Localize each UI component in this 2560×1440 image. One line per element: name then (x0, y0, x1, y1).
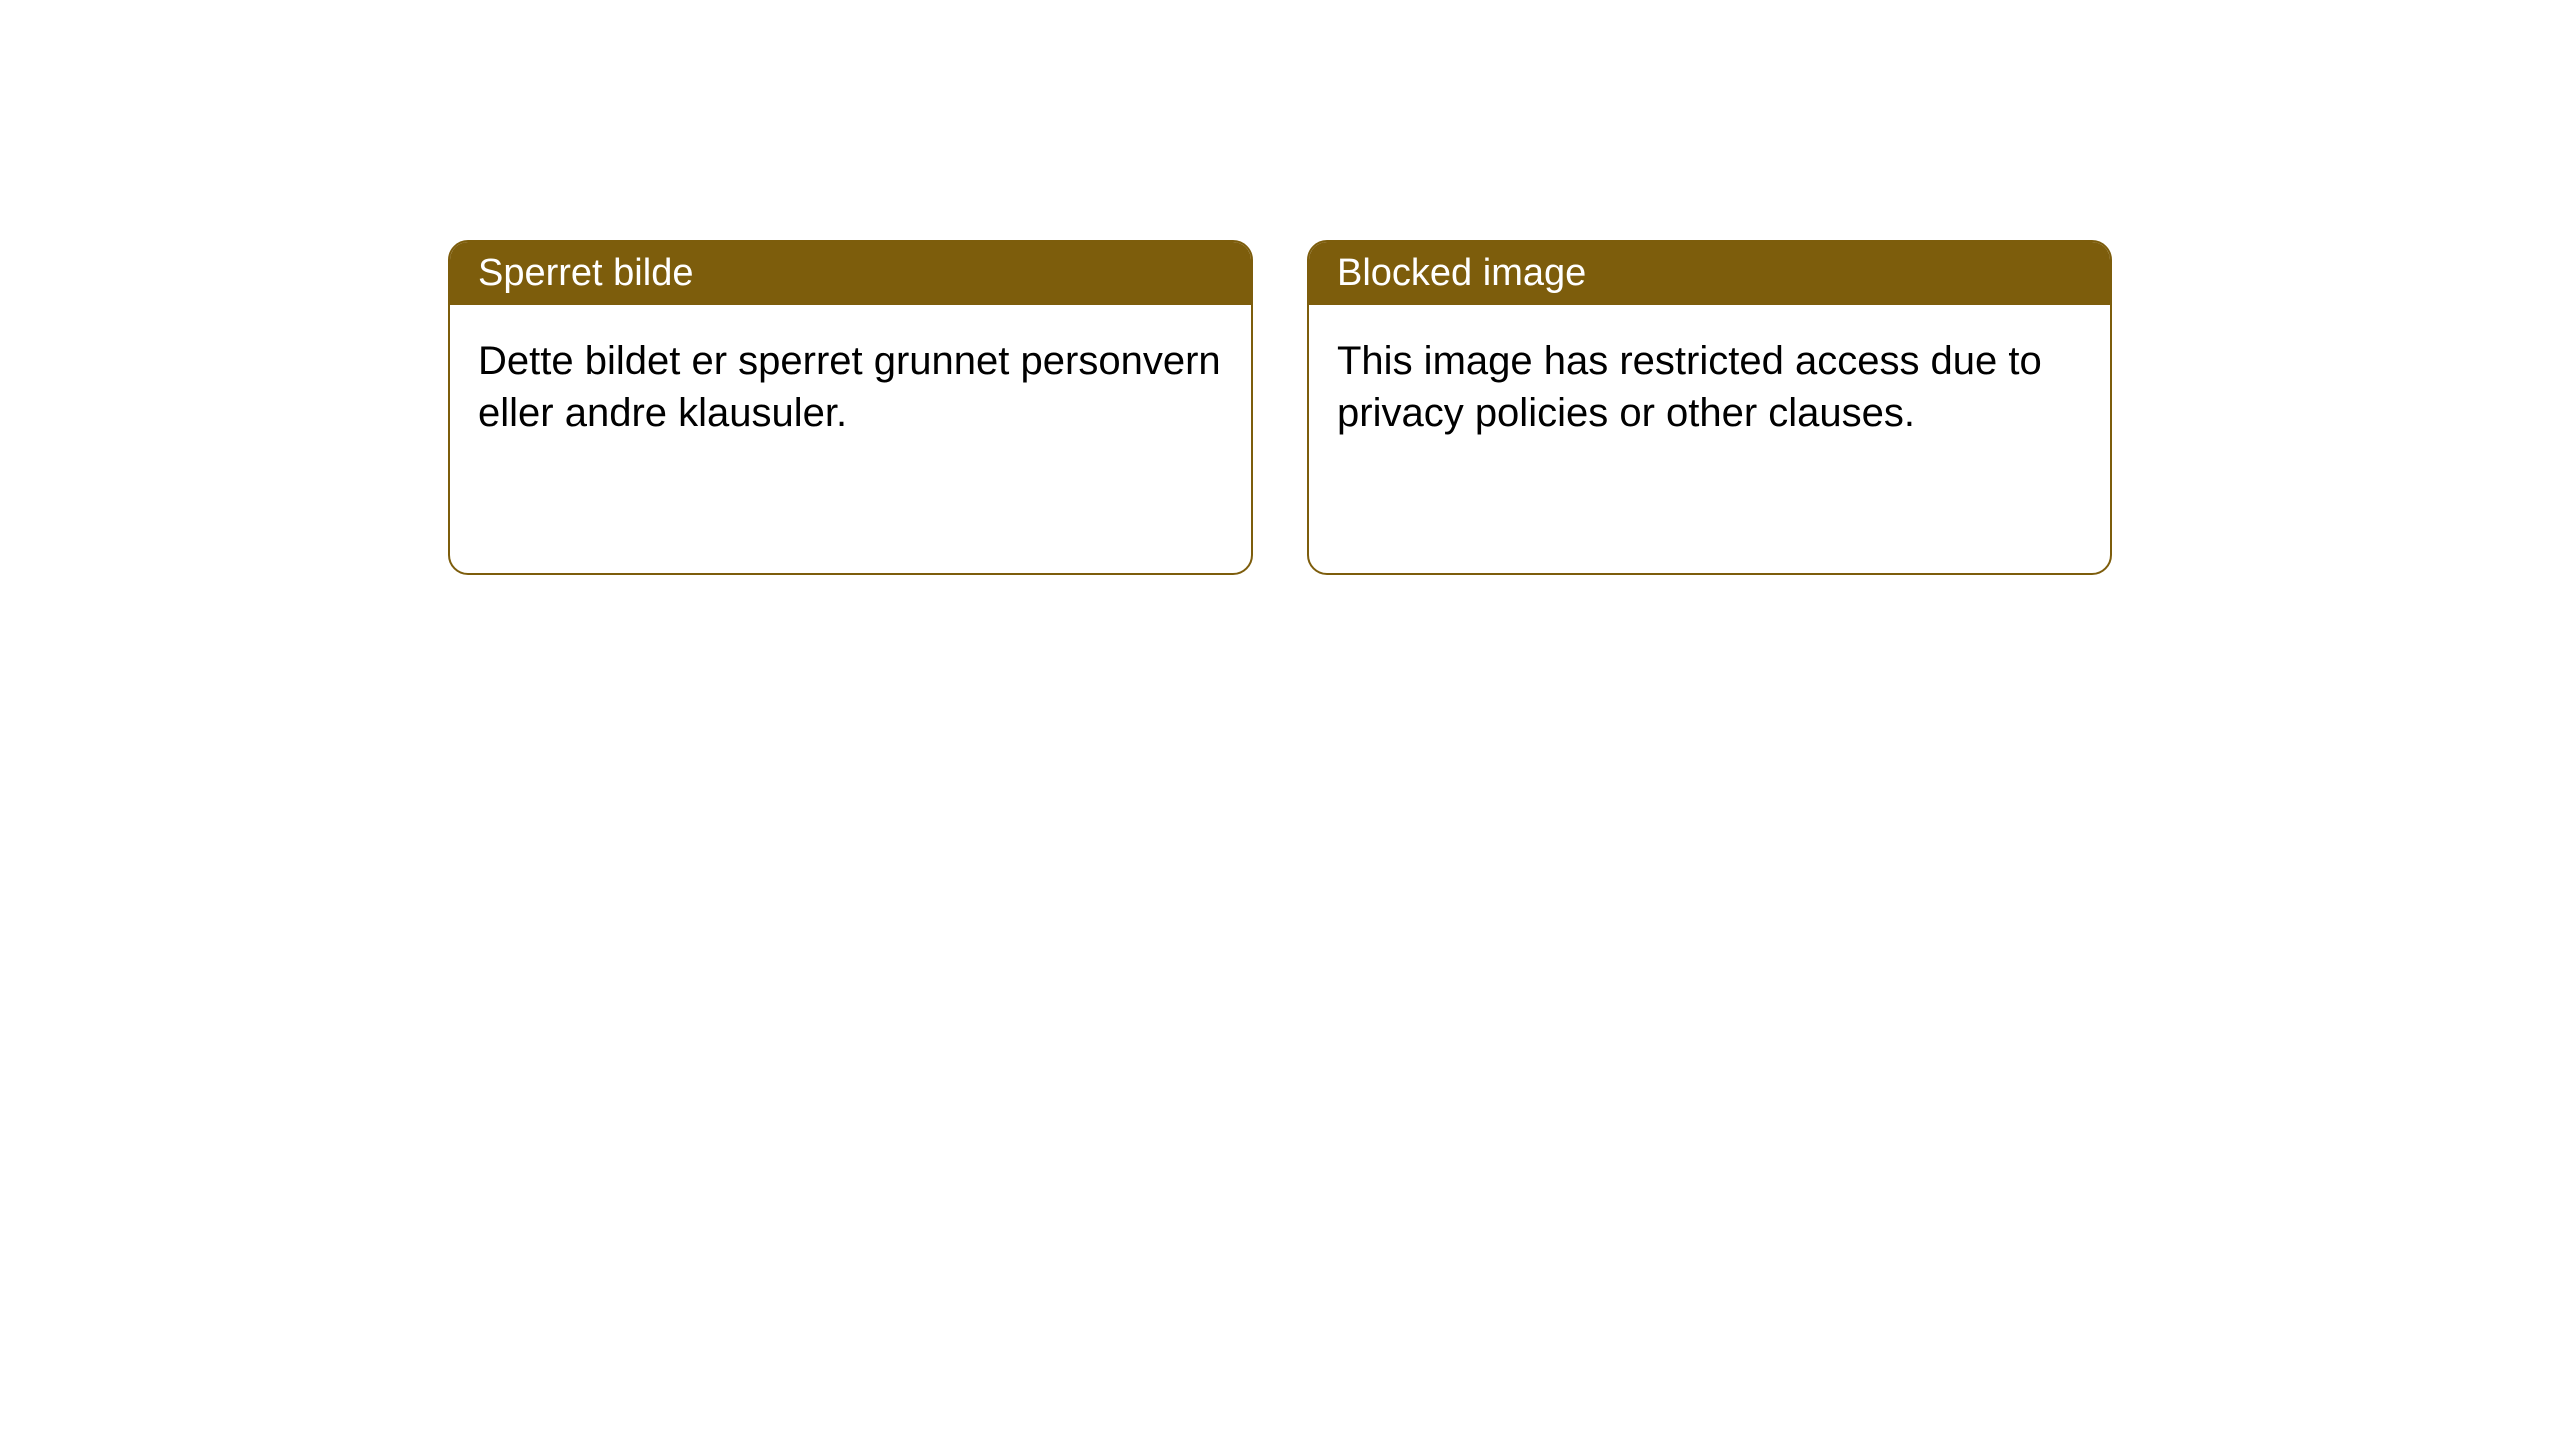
card-body-no: Dette bildet er sperret grunnet personve… (450, 305, 1251, 469)
card-header-en: Blocked image (1309, 242, 2110, 305)
card-body-en: This image has restricted access due to … (1309, 305, 2110, 469)
card-title-no: Sperret bilde (478, 252, 693, 294)
card-body-text-en: This image has restricted access due to … (1337, 339, 2042, 435)
cards-container: Sperret bilde Dette bildet er sperret gr… (0, 0, 2560, 575)
card-body-text-no: Dette bildet er sperret grunnet personve… (478, 339, 1221, 435)
blocked-image-card-en: Blocked image This image has restricted … (1307, 240, 2112, 575)
card-title-en: Blocked image (1337, 252, 1586, 294)
card-header-no: Sperret bilde (450, 242, 1251, 305)
blocked-image-card-no: Sperret bilde Dette bildet er sperret gr… (448, 240, 1253, 575)
